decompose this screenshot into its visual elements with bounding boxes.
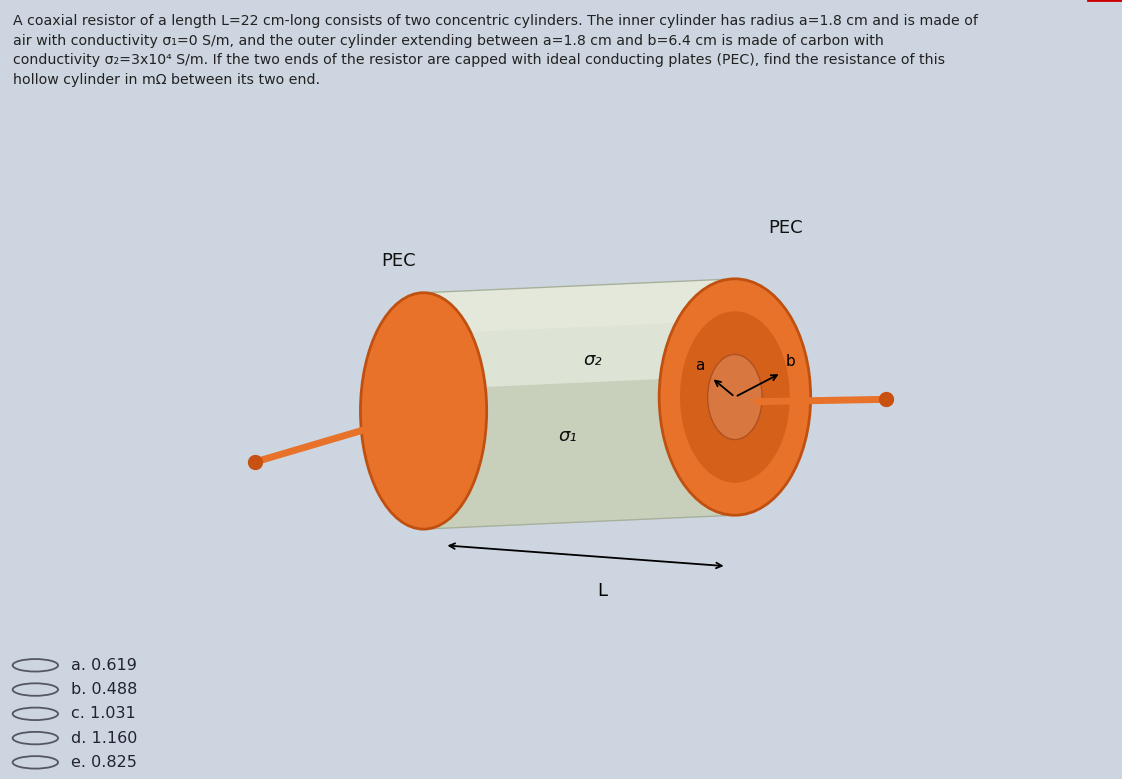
Text: A coaxial resistor of a length L=22 cm-long consists of two concentric cylinders: A coaxial resistor of a length L=22 cm-l… [13, 14, 978, 86]
Text: a. 0.619: a. 0.619 [71, 657, 137, 673]
Text: a: a [696, 358, 705, 373]
Text: d. 1.160: d. 1.160 [71, 731, 137, 746]
Text: σ₂: σ₂ [583, 351, 603, 369]
Text: b. 0.488: b. 0.488 [71, 682, 137, 697]
Ellipse shape [660, 279, 810, 515]
Polygon shape [424, 279, 735, 390]
Text: L: L [597, 583, 607, 601]
Text: e. 0.825: e. 0.825 [71, 755, 137, 770]
Text: PEC: PEC [769, 219, 802, 237]
Text: b: b [785, 354, 795, 369]
Ellipse shape [680, 312, 790, 483]
Polygon shape [424, 279, 735, 529]
Text: PEC: PEC [381, 252, 415, 270]
Polygon shape [424, 279, 735, 334]
Text: c. 1.031: c. 1.031 [71, 707, 136, 721]
Text: σ₁: σ₁ [559, 428, 577, 446]
Ellipse shape [708, 354, 762, 439]
Ellipse shape [360, 293, 487, 529]
